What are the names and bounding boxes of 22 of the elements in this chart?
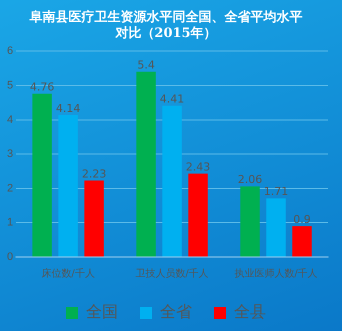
y-tick-label: 1 (6, 216, 14, 229)
data-label: 4.14 (56, 102, 80, 115)
y-tick-label: 3 (6, 148, 14, 160)
y-tick-label: 6 (6, 45, 14, 58)
y-tick-label: 2 (6, 182, 14, 194)
data-label: 4.41 (160, 92, 184, 106)
data-label: 2.23 (82, 167, 106, 180)
data-label: 2.43 (186, 160, 210, 174)
data-label: 5.4 (137, 58, 155, 72)
y-tick-label: 5 (6, 80, 14, 92)
y-tick-label: 0 (6, 251, 14, 264)
chart-title: 阜南县医疗卫生资源水平同全国、全省平均水平对比（2015年） (28, 9, 302, 41)
legend-label: 全县 (234, 302, 266, 322)
data-label: 4.76 (30, 80, 54, 94)
x-tick-label: 卫技人员数/千人 (135, 268, 209, 280)
data-label: 1.71 (264, 185, 288, 198)
data-label: 2.06 (238, 173, 262, 186)
y-tick-label: 4 (6, 114, 14, 126)
legend-label: 全省 (160, 302, 192, 322)
legend-label: 全国 (86, 302, 118, 322)
x-tick-label: 床位数/千人 (41, 268, 95, 280)
x-tick-label: 执业医师人数/千人 (234, 268, 318, 280)
